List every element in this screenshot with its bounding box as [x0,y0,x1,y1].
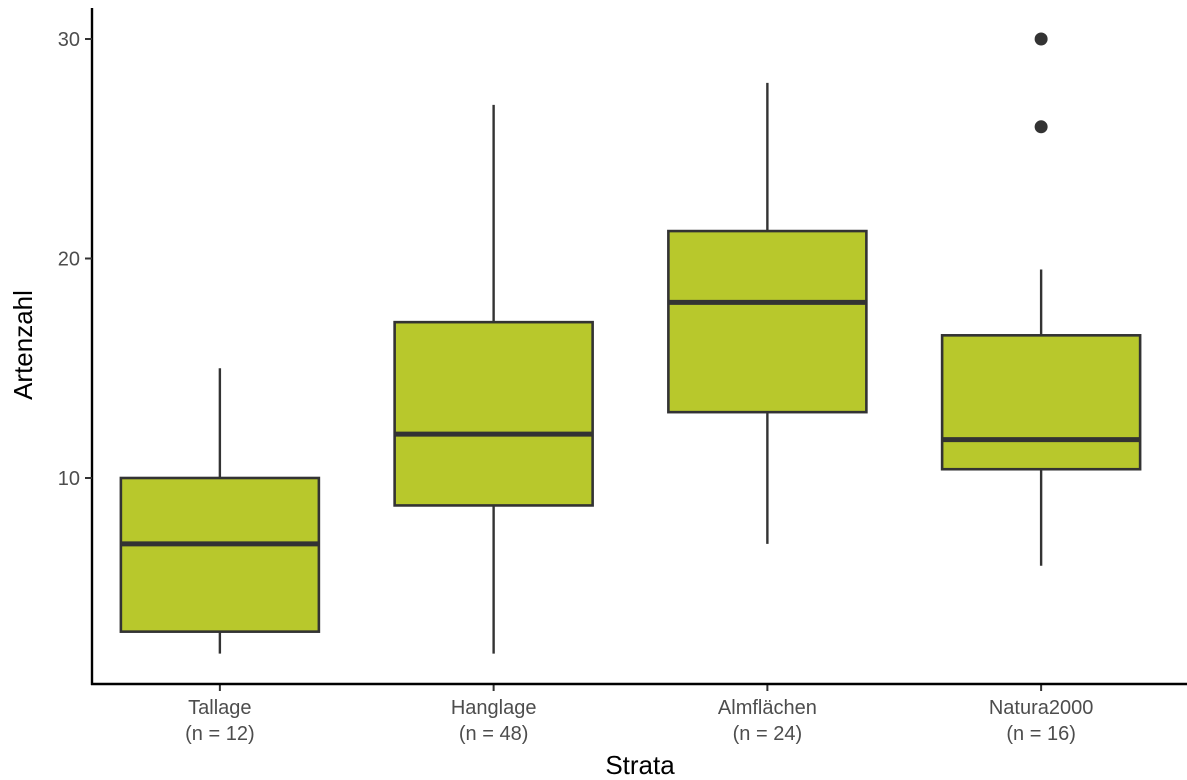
y-tick-label: 30 [58,29,80,51]
outlier-point [1034,120,1048,134]
iqr-box [940,334,1142,471]
iqr-box [393,320,594,507]
outlier-point [1034,32,1048,46]
x-tick-label: Hanglage [451,697,537,719]
box-almflächen [667,82,868,544]
iqr-box [667,229,868,414]
axes: Tallage (n = 12) Hanglage (n = 48) Almfläche… [58,8,1187,745]
x-tick-label: Tallage [188,697,251,719]
x-tick-sublabel: (n = 12) [185,723,254,745]
y-axis-title: Artenzahl [8,290,38,400]
y-tick-label: 10 [58,468,80,490]
x-axis-title: Strata [605,750,675,780]
x-tick-sublabel: (n = 16) [1006,723,1075,745]
iqr-box [119,476,321,633]
x-tick-label: Natura2000 [989,697,1094,719]
x-tick-sublabel: (n = 24) [733,723,802,745]
box-tallage [119,368,321,654]
box-natura2000 [940,32,1142,566]
x-tick-label: Almflächen [718,697,817,719]
plot-area [119,32,1142,654]
x-tick-sublabel: (n = 48) [459,723,528,745]
y-tick-label: 20 [58,249,80,271]
box-hanglage [393,104,594,654]
